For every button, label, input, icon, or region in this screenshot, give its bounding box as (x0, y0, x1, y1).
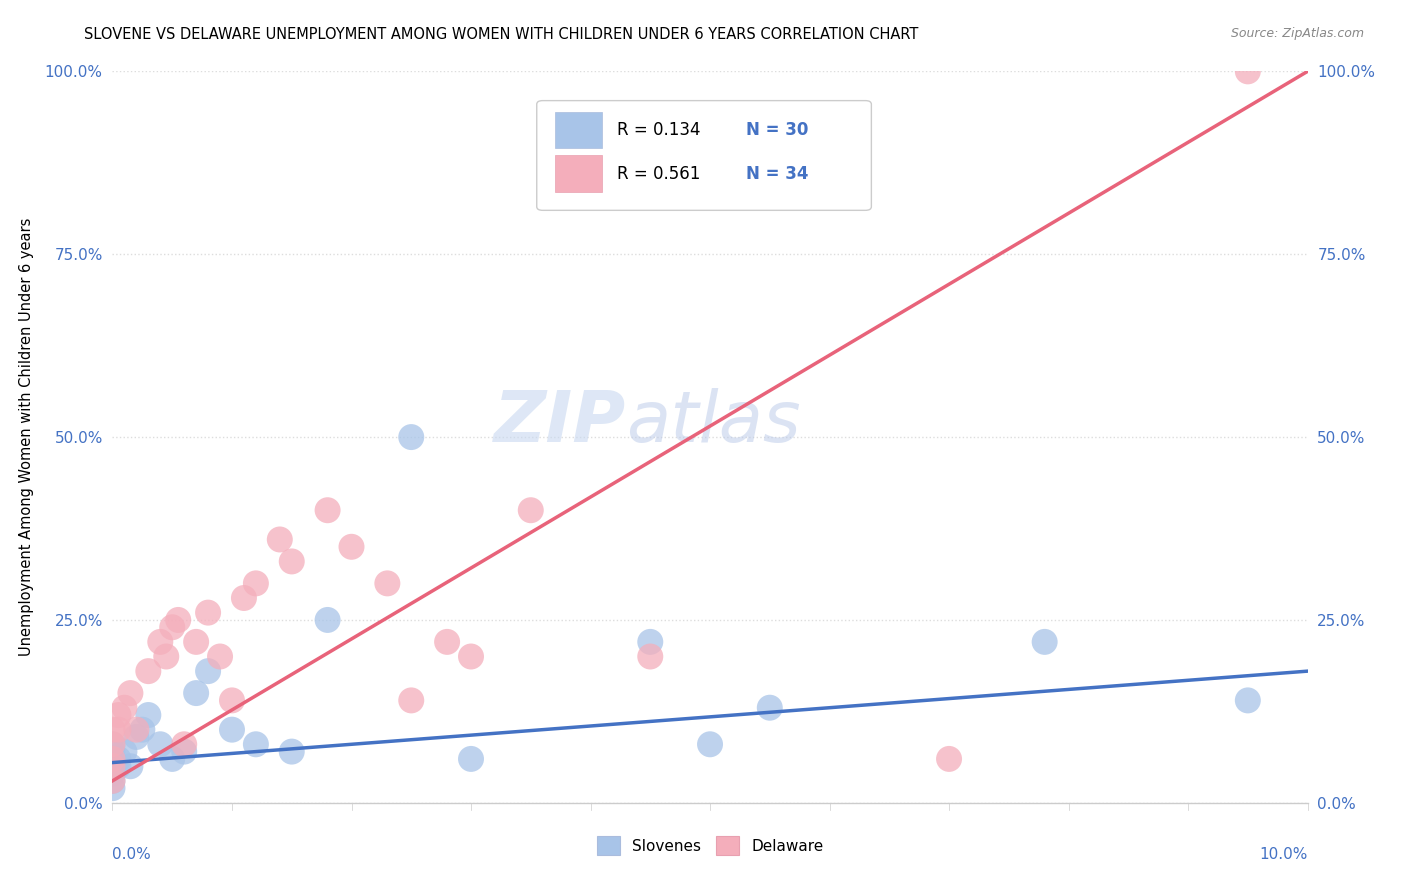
Point (233, 591, 256, 605)
Point (101, 766, 124, 780)
Point (107, 708, 129, 723)
Point (340, 540, 363, 554)
Point (436, 635, 458, 649)
Point (460, 752, 482, 766)
Point (114, 745, 135, 759)
Point (101, 752, 124, 766)
Text: ZIP: ZIP (494, 388, 627, 457)
Point (162, 620, 183, 634)
Point (138, 708, 160, 723)
Point (101, 759, 124, 773)
Point (520, 503, 543, 517)
Point (245, 737, 267, 751)
Point (699, 737, 721, 751)
Point (1237, 64, 1260, 78)
Point (316, 503, 339, 517)
Point (101, 752, 124, 766)
Point (101, 745, 124, 759)
Point (101, 737, 124, 751)
Point (1237, 693, 1260, 707)
Text: R = 0.561: R = 0.561 (617, 165, 700, 183)
Point (120, 686, 142, 700)
Text: N = 30: N = 30 (747, 121, 808, 139)
Point (401, 430, 423, 444)
Point (269, 533, 291, 547)
Legend: Slovenes, Delaware: Slovenes, Delaware (591, 830, 830, 861)
Point (221, 723, 243, 737)
Point (120, 759, 142, 773)
Point (101, 781, 124, 796)
Point (101, 737, 124, 751)
Point (316, 613, 339, 627)
Point (221, 693, 243, 707)
Point (245, 576, 267, 591)
Point (101, 759, 124, 773)
Text: R = 0.134: R = 0.134 (617, 121, 700, 139)
Point (107, 723, 129, 737)
Text: Source: ZipAtlas.com: Source: ZipAtlas.com (1230, 27, 1364, 40)
Point (186, 635, 208, 649)
Point (149, 635, 172, 649)
Text: 10.0%: 10.0% (1260, 847, 1308, 862)
Text: 0.0%: 0.0% (112, 847, 152, 862)
Point (281, 745, 304, 759)
Point (401, 693, 423, 707)
Point (155, 649, 177, 664)
Point (186, 686, 208, 700)
Point (377, 576, 399, 591)
Text: SLOVENE VS DELAWARE UNEMPLOYMENT AMONG WOMEN WITH CHILDREN UNDER 6 YEARS CORRELA: SLOVENE VS DELAWARE UNEMPLOYMENT AMONG W… (84, 27, 918, 42)
Point (197, 664, 219, 678)
Point (759, 700, 782, 714)
Point (101, 773, 124, 788)
Text: atlas: atlas (627, 388, 801, 457)
Y-axis label: Unemployment Among Women with Children Under 6 years: Unemployment Among Women with Children U… (18, 218, 34, 657)
Point (131, 723, 153, 737)
Point (125, 723, 148, 737)
Point (209, 649, 232, 664)
Point (114, 700, 135, 714)
Point (162, 752, 183, 766)
Point (460, 649, 482, 664)
Point (107, 752, 129, 766)
Point (173, 737, 195, 751)
Text: N = 34: N = 34 (747, 165, 808, 183)
Point (149, 737, 172, 751)
Point (138, 664, 160, 678)
FancyBboxPatch shape (554, 112, 603, 148)
Point (125, 730, 148, 744)
FancyBboxPatch shape (537, 101, 872, 211)
Point (167, 613, 190, 627)
Point (173, 745, 195, 759)
Point (281, 554, 304, 568)
Point (1033, 635, 1056, 649)
FancyBboxPatch shape (554, 155, 603, 192)
Point (101, 773, 124, 788)
Point (640, 649, 662, 664)
Point (640, 635, 662, 649)
Point (101, 723, 124, 737)
Point (938, 752, 960, 766)
Point (107, 759, 129, 773)
Point (197, 606, 219, 620)
